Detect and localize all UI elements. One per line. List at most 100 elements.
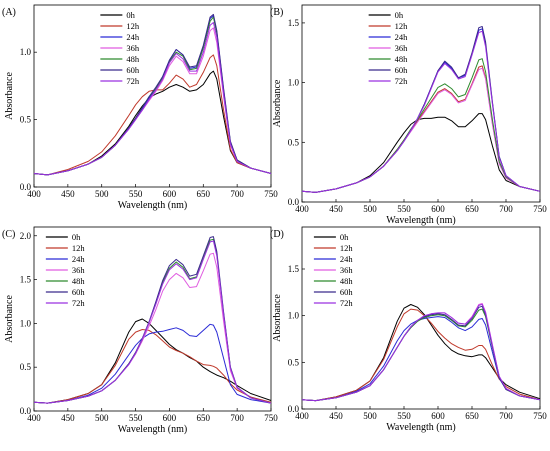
x-tick-label: 450 [329, 411, 343, 421]
plot-frame [301, 4, 541, 203]
x-axis-label: Wavelength (nm) [386, 422, 455, 433]
y-tick-label: 0.0 [20, 406, 32, 416]
x-tick-label: 500 [95, 189, 109, 199]
y-tick-label: 1.5 [20, 275, 32, 285]
legend-label-0h: 0h [340, 232, 349, 242]
y-tick-label: 1.0 [288, 78, 300, 88]
y-axis-label: Absorbance [4, 295, 15, 343]
series-line-12h [33, 54, 272, 176]
x-tick-label: 600 [431, 204, 445, 214]
series-line-12h [33, 329, 272, 404]
x-tick-label: 400 [27, 413, 41, 423]
y-tick-label: 0.5 [288, 137, 300, 147]
series-line-12h [301, 308, 541, 402]
y-tick-label: 0.0 [288, 197, 300, 207]
x-tick-label: 700 [230, 189, 244, 199]
x-tick-label: 450 [61, 189, 75, 199]
legend-label-60h: 60h [72, 287, 86, 297]
panel-label: (A) [2, 7, 16, 18]
legend-label-48h: 48h [395, 54, 409, 64]
legend-label-0h: 0h [126, 10, 135, 20]
series-line-36h [33, 252, 272, 404]
legend-label-48h: 48h [126, 54, 140, 64]
series-line-72h [301, 30, 541, 193]
series-line-60h [301, 26, 541, 193]
legend-label-24h: 24h [126, 32, 140, 42]
panel-1: 400 450 500 550 600 650 700 750 0.0 0.5 1.0 Wavelen… [2, 4, 278, 211]
x-tick-label: 650 [197, 189, 211, 199]
legend-label-0h: 0h [395, 10, 404, 20]
legend-label-72h: 72h [340, 298, 354, 308]
series-line-72h [301, 304, 541, 402]
series-line-0h [33, 70, 272, 176]
series-line-48h [33, 238, 272, 404]
legend-label-12h: 12h [340, 243, 354, 253]
y-tick-label: 1.0 [20, 47, 32, 57]
x-tick-label: 400 [27, 189, 41, 199]
y-tick-label: 1.5 [288, 264, 300, 274]
legend-label-60h: 60h [340, 287, 354, 297]
legend-label-60h: 60h [395, 65, 409, 75]
x-tick-label: 450 [61, 413, 75, 423]
series-line-24h [33, 323, 272, 404]
y-tick-label: 1.0 [288, 311, 300, 321]
x-tick-label: 750 [533, 411, 547, 421]
legend-label-12h: 12h [72, 243, 86, 253]
legend-label-0h: 0h [72, 232, 81, 242]
x-tick-label: 500 [363, 411, 377, 421]
y-axis-label: Absorbance [4, 72, 15, 120]
x-tick-label: 750 [264, 189, 278, 199]
plot-frame [301, 226, 541, 410]
y-tick-label: 0.5 [288, 357, 300, 367]
series-line-72h [33, 240, 272, 404]
x-tick-label: 550 [129, 189, 143, 199]
legend-label-24h: 24h [340, 254, 354, 264]
y-tick-label: 1.5 [288, 18, 300, 28]
series-line-72h [33, 22, 272, 176]
series-line-60h [33, 236, 272, 404]
x-tick-label: 550 [129, 413, 143, 423]
y-tick-label: 0.5 [20, 115, 32, 125]
x-tick-label: 400 [295, 204, 309, 214]
x-tick-label: 550 [397, 204, 411, 214]
x-tick-label: 700 [499, 411, 513, 421]
panel-2: 400 450 500 550 600 650 700 750 0.0 0.5 1.0 1.5 Wave… [270, 4, 547, 226]
x-axis-label: Wavelength (nm) [386, 215, 455, 226]
y-tick-label: 1.0 [20, 318, 32, 328]
legend-label-12h: 12h [395, 21, 409, 31]
x-tick-label: 750 [533, 204, 547, 214]
legend-label-12h: 12h [126, 21, 140, 31]
y-tick-label: 0.0 [20, 182, 32, 192]
legend-label-24h: 24h [395, 32, 409, 42]
series-line-0h [301, 113, 541, 193]
plot-frame [33, 226, 272, 412]
panel-3: 400 450 500 550 600 650 700 750 0.0 0.5 1.0 1.5 2.0 W… [2, 226, 278, 435]
legend-label-48h: 48h [72, 276, 86, 286]
series-line-36h [33, 27, 272, 176]
legend-label-48h: 48h [340, 276, 354, 286]
x-tick-label: 650 [465, 204, 479, 214]
x-tick-label: 600 [163, 189, 177, 199]
y-axis-label: Absorbance [272, 294, 283, 342]
x-tick-label: 650 [197, 413, 211, 423]
x-tick-label: 600 [431, 411, 445, 421]
legend-label-36h: 36h [395, 43, 409, 53]
y-tick-label: 0.5 [20, 362, 32, 372]
x-tick-label: 550 [397, 411, 411, 421]
y-tick-label: 2.0 [20, 231, 32, 241]
y-tick-label: 0.0 [288, 404, 300, 414]
legend-label-24h: 24h [72, 254, 86, 264]
x-axis-label: Wavelength (nm) [118, 424, 187, 435]
legend-label-72h: 72h [395, 76, 409, 86]
y-axis-label: Absorbance [272, 79, 283, 127]
x-tick-label: 500 [363, 204, 377, 214]
x-tick-label: 650 [465, 411, 479, 421]
series-line-0h [33, 318, 272, 404]
panel-4: 400 450 500 550 600 650 700 750 0.0 0.5 1.0 1.5 Wave… [270, 226, 547, 433]
legend-label-36h: 36h [72, 265, 86, 275]
